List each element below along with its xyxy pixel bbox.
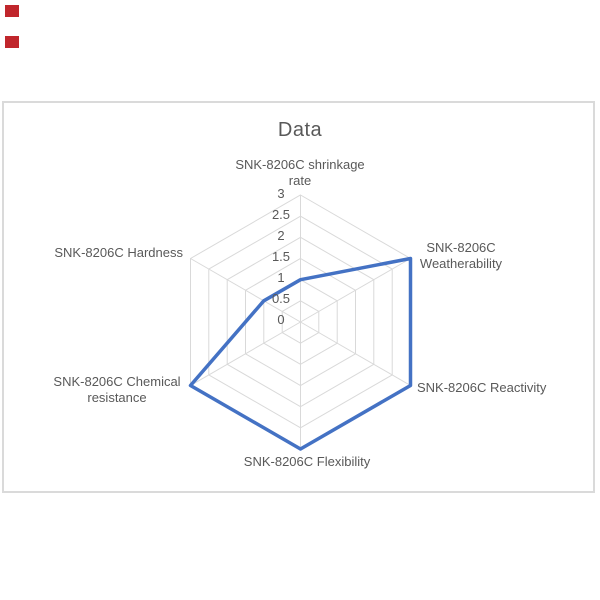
- axis-label-reactivity: SNK-8206C Reactivity: [417, 380, 546, 396]
- axis-label-shrinkage-rate: SNK-8206C shrinkage rate: [200, 157, 400, 189]
- axis-label-line: SNK-8206C Chemical: [53, 374, 181, 389]
- tick-label: 1.5: [271, 249, 291, 264]
- tick-label: 3: [277, 186, 285, 201]
- chart-title: Data: [277, 119, 323, 141]
- axis-label-line: resistance: [87, 390, 147, 405]
- axis-label-flexibility: SNK-8206C Flexibility: [207, 454, 407, 470]
- axis-label-line: SNK-8206C Hardness: [54, 245, 183, 260]
- axis-label-weatherability: SNK-8206C Weatherability: [400, 240, 522, 272]
- red-marker: [5, 5, 19, 17]
- axis-label-line: SNK-8206C: [426, 240, 496, 255]
- red-marker: [5, 36, 19, 48]
- axis-label-line: Weatherability: [419, 256, 503, 271]
- tick-label: 1: [277, 270, 285, 285]
- tick-label: 0: [277, 312, 285, 327]
- axis-label-line: rate: [288, 173, 312, 188]
- axis-label-line: SNK-8206C shrinkage: [235, 157, 365, 172]
- axis-label-chemical-resistance: SNK-8206C Chemical resistance: [27, 374, 207, 406]
- axis-label-line: SNK-8206C Flexibility: [243, 454, 371, 469]
- tick-label: 2: [277, 228, 285, 243]
- tick-label: 2.5: [271, 207, 291, 222]
- axis-label-line: SNK-8206C Reactivity: [417, 380, 547, 395]
- chart-frame: [2, 101, 595, 493]
- tick-label: 0.5: [271, 291, 291, 306]
- axis-label-hardness: SNK-8206C Hardness: [23, 245, 183, 261]
